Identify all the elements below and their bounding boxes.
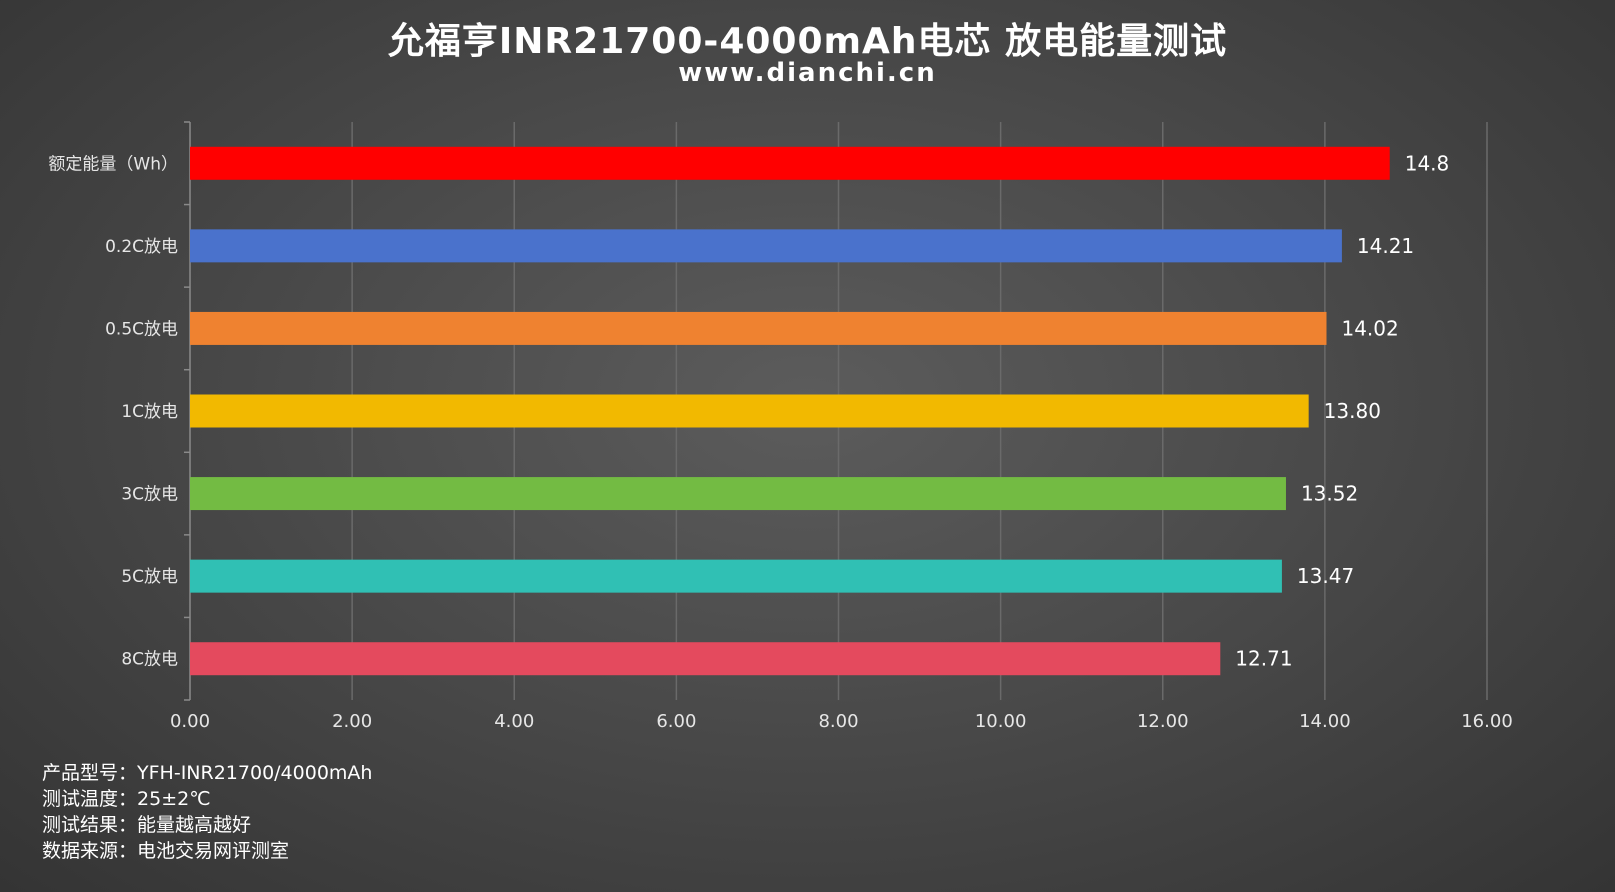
bar xyxy=(190,229,1342,263)
x-tick-label: 10.00 xyxy=(975,711,1027,732)
category-label: 0.5C放电 xyxy=(105,319,178,339)
category-label: 1C放电 xyxy=(121,402,178,422)
data-label: 12.71 xyxy=(1235,647,1292,671)
x-tick-label: 2.00 xyxy=(332,711,372,732)
chart-subtitle: www.dianchi.cn xyxy=(678,58,937,88)
bar xyxy=(190,559,1282,593)
x-tick-label: 16.00 xyxy=(1461,711,1513,732)
data-label: 13.52 xyxy=(1301,482,1358,506)
data-label: 14.8 xyxy=(1405,151,1450,175)
bar xyxy=(190,477,1286,511)
bar xyxy=(190,146,1390,180)
note-model: 产品型号：YFH-INR21700/4000mAh xyxy=(42,760,372,786)
note-result: 测试结果：能量越高越好 xyxy=(42,812,372,838)
note-model-label: 产品型号： xyxy=(42,762,138,784)
x-tick-label: 4.00 xyxy=(494,711,534,732)
bar xyxy=(190,642,1221,676)
note-source-label: 数据来源： xyxy=(42,840,138,862)
chart-title: 允福亨INR21700-4000mAh电芯 放电能量测试 xyxy=(387,21,1228,62)
data-label: 13.80 xyxy=(1324,399,1381,423)
note-model-value: YFH-INR21700/4000mAh xyxy=(137,762,373,784)
x-tick-label: 8.00 xyxy=(818,711,858,732)
note-result-value: 能量越高越好 xyxy=(137,814,252,836)
x-tick-label: 14.00 xyxy=(1299,711,1351,732)
bar xyxy=(190,311,1327,345)
note-temperature-label: 测试温度： xyxy=(42,788,138,810)
x-tick-label: 12.00 xyxy=(1137,711,1189,732)
data-label: 14.02 xyxy=(1341,316,1398,340)
category-label: 8C放电 xyxy=(121,650,178,670)
bar xyxy=(190,394,1309,428)
category-label: 0.2C放电 xyxy=(105,237,178,257)
x-tick-label: 0.00 xyxy=(170,711,210,732)
note-temperature-value: 25±2℃ xyxy=(137,788,211,810)
category-label: 3C放电 xyxy=(121,485,178,505)
test-notes: 产品型号：YFH-INR21700/4000mAh 测试温度：25±2℃ 测试结… xyxy=(42,760,372,864)
note-result-label: 测试结果： xyxy=(42,814,138,836)
x-tick-label: 6.00 xyxy=(656,711,696,732)
note-source-value: 电池交易网评测室 xyxy=(137,840,290,862)
category-label: 额定能量（Wh） xyxy=(48,154,178,174)
data-label: 14.21 xyxy=(1357,234,1414,258)
data-label: 13.47 xyxy=(1297,564,1354,588)
category-label: 5C放电 xyxy=(121,567,178,587)
note-source: 数据来源：电池交易网评测室 xyxy=(42,838,372,864)
note-temperature: 测试温度：25±2℃ xyxy=(42,786,372,812)
